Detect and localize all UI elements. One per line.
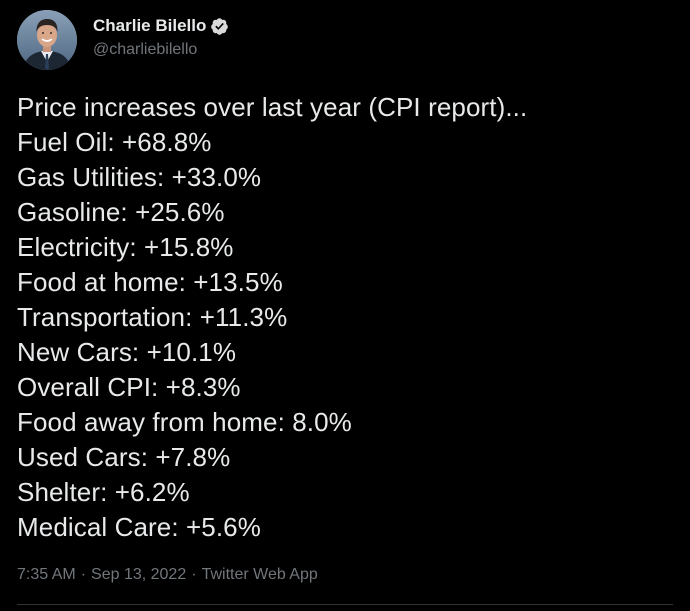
profile-photo-icon [17,10,77,70]
tweet-line-item: Overall CPI: +8.3% [17,372,241,402]
tweet-line-item: Fuel Oil: +68.8% [17,127,212,157]
tweet-line-item: Gasoline: +25.6% [17,197,225,227]
tweet-line-item: Shelter: +6.2% [17,477,190,507]
author-handle[interactable]: @charliebilello [93,41,198,58]
meta-separator: · [191,566,197,583]
tweet-line-item: Food at home: +13.5% [17,267,283,297]
tweet-time[interactable]: 7:35 AM [17,566,76,583]
author-avatar[interactable] [17,10,77,70]
tweet-date[interactable]: Sep 13, 2022 [91,566,187,583]
tweet-line-item: Gas Utilities: +33.0% [17,162,262,192]
tweet-line-item: Transportation: +11.3% [17,302,288,332]
author-name[interactable]: Charlie Bilello [93,16,207,35]
meta-separator: · [80,566,87,583]
author-name-row: Charlie Bilello [93,14,229,38]
author-block: Charlie Bilello @charliebilello [93,14,229,59]
tweet-source[interactable]: Twitter Web App [201,566,318,583]
tweet-line-item: Used Cars: +7.8% [17,442,231,472]
tweet-text: Price increases over last year (CPI repo… [17,90,677,545]
tweet-intro-line: Price increases over last year (CPI repo… [17,92,528,122]
tweet-line-item: Medical Care: +5.6% [17,512,261,542]
tweet-metadata: 7:35 AM · Sep 13, 2022 · Twitter Web App [17,566,318,584]
bottom-divider [17,604,673,605]
tweet-line-item: New Cars: +10.1% [17,337,237,367]
tweet-line-item: Food away from home: 8.0% [17,407,352,437]
verified-badge-icon [210,17,229,36]
tweet-line-item: Electricity: +15.8% [17,232,234,262]
